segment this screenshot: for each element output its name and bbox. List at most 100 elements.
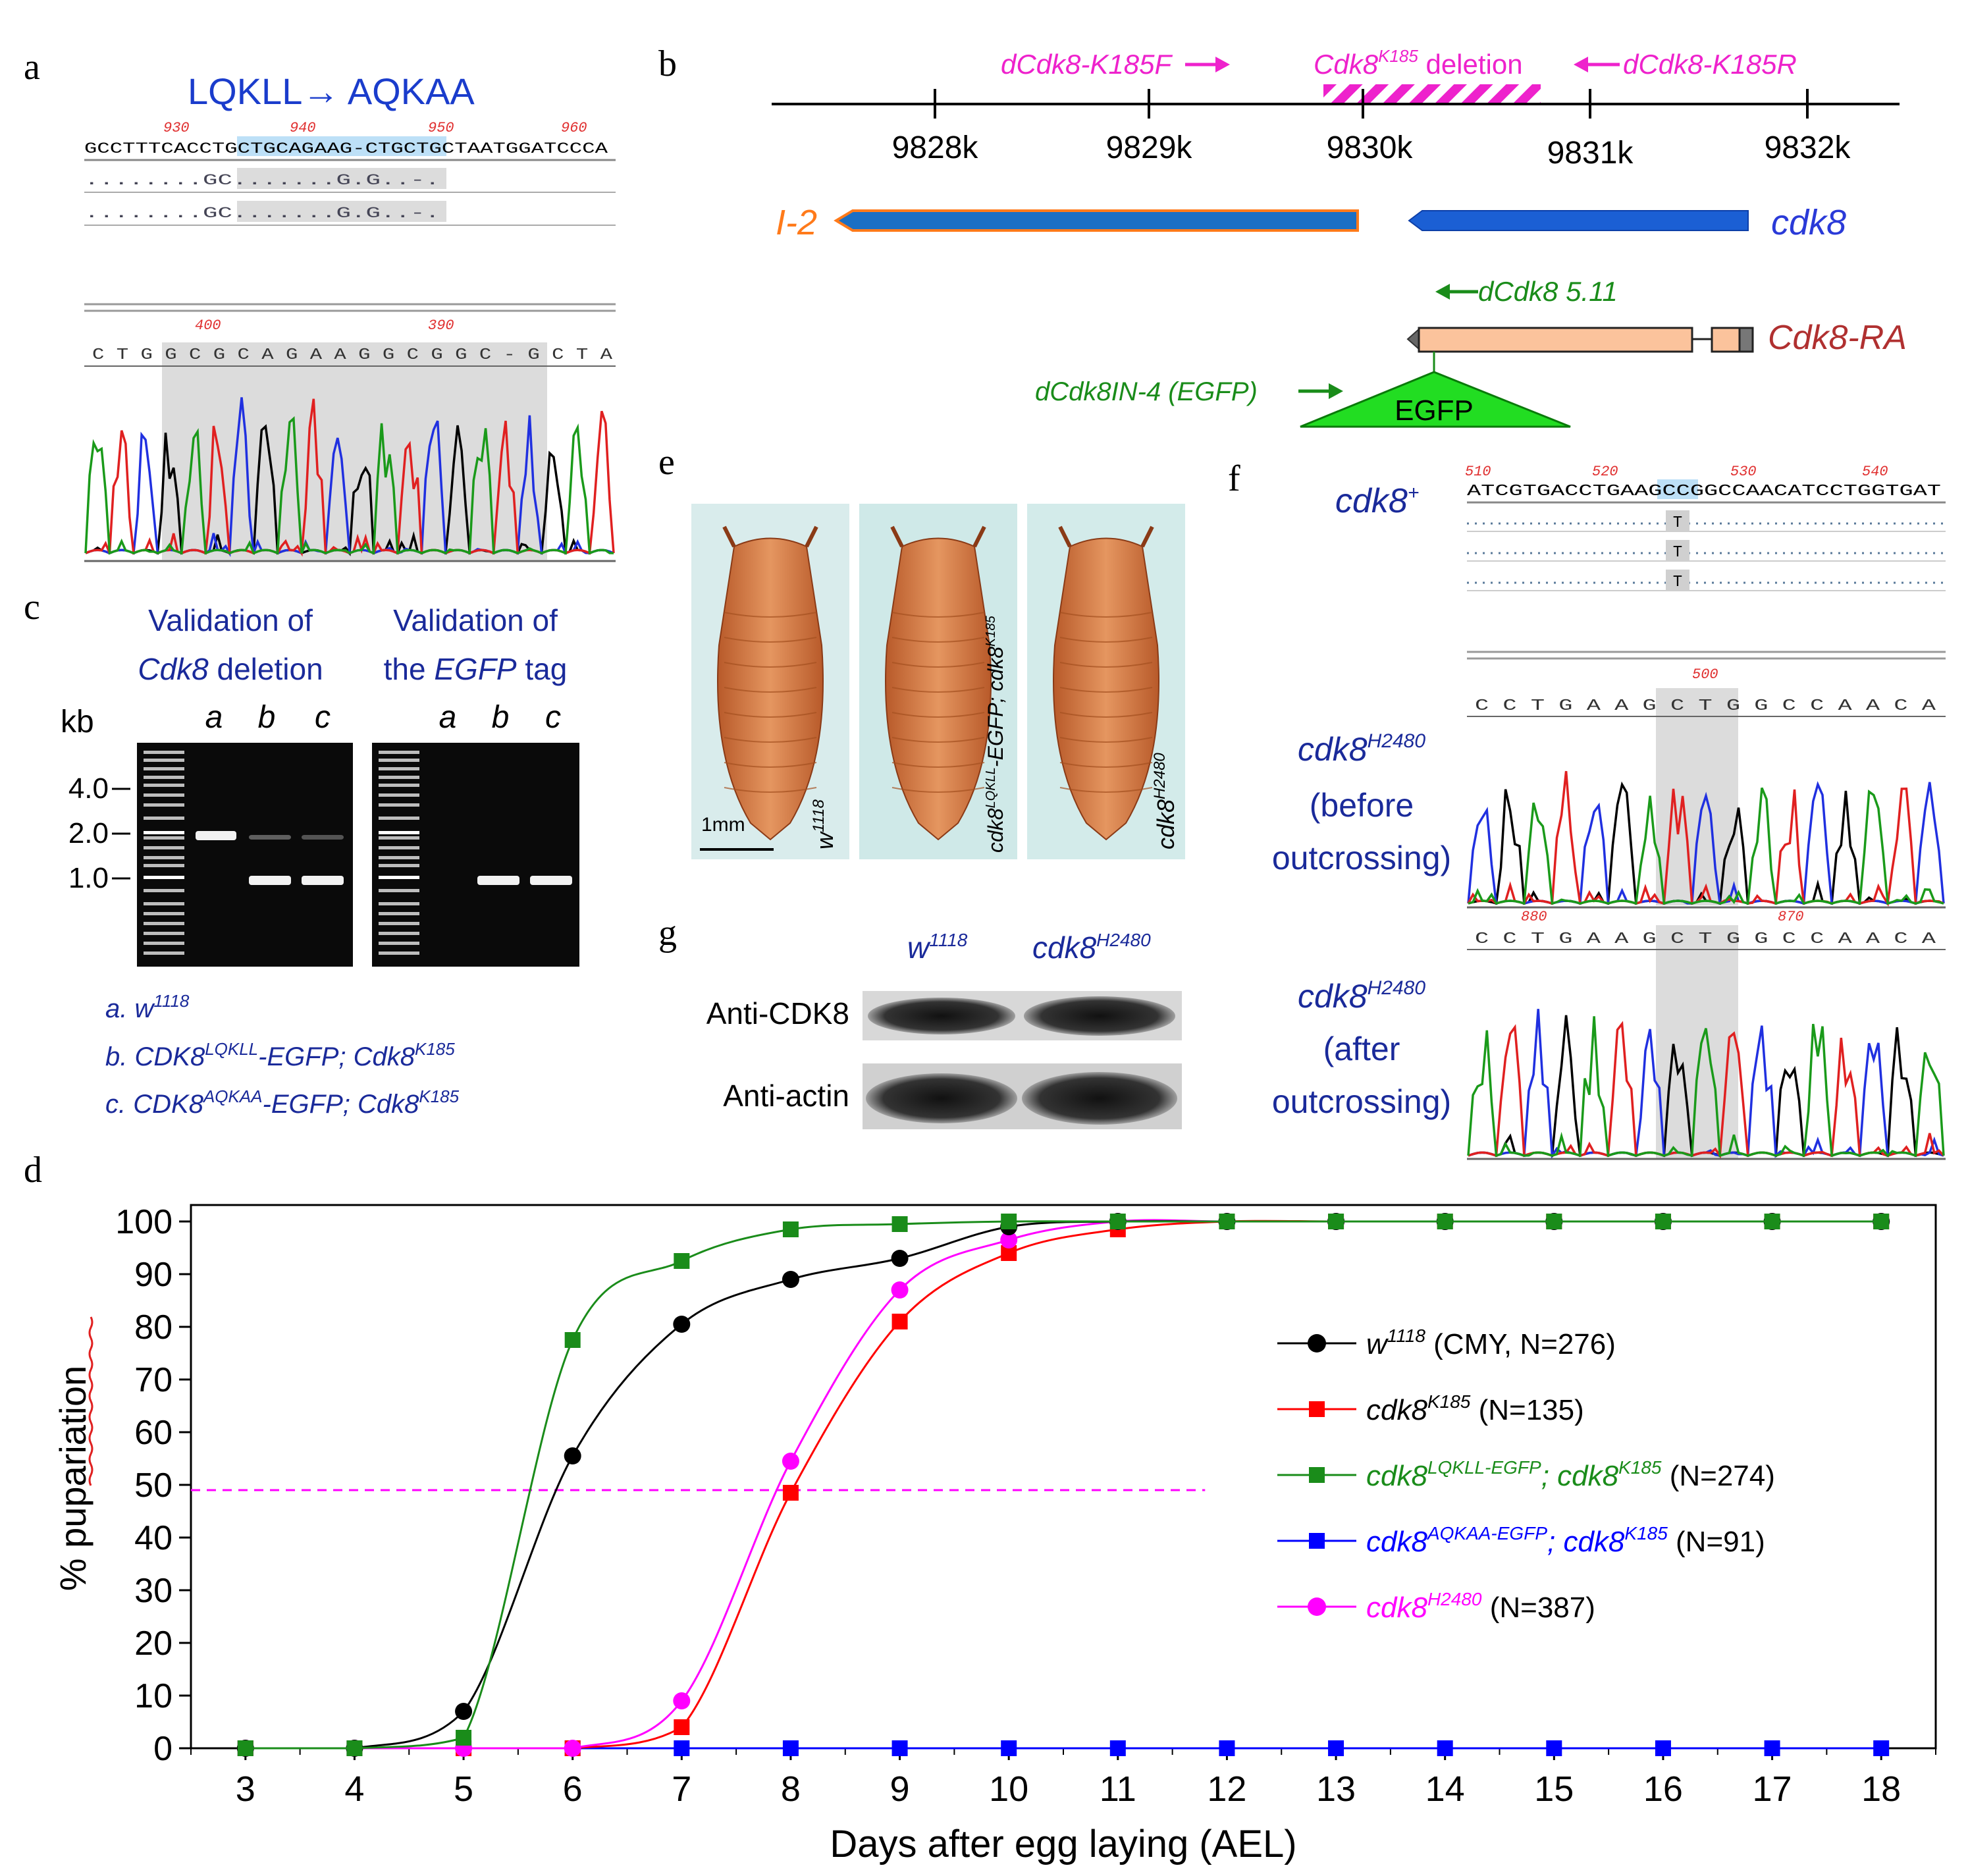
x-tick-label-6: 6	[563, 1769, 583, 1809]
x-tick-label-14: 14	[1425, 1769, 1465, 1809]
marker-2kb: 2.0	[68, 817, 109, 849]
blot-col-w1118: w1118	[907, 930, 968, 965]
ladder-band-left	[144, 876, 184, 879]
pupa-h2480-segment	[1059, 687, 1153, 693]
series-3-point-9	[891, 1740, 908, 1756]
y-tick-label-40: 40	[134, 1519, 173, 1557]
pupa-lqkll-segment	[891, 612, 985, 618]
gel-right-title-1: Validation of	[393, 603, 558, 637]
gene-cdk8-label: cdk8	[1771, 203, 1846, 242]
f-row2-ruler: 500	[1692, 666, 1718, 683]
series-4-point-10	[1000, 1231, 1018, 1248]
lane-a-left: a	[205, 700, 223, 735]
series-0-point-6	[564, 1447, 581, 1464]
f-row3-seq: C C T G A A G C T G G C C A A C A	[1475, 930, 1936, 948]
series-4-point-8	[782, 1453, 799, 1470]
series-3-point-8	[782, 1740, 799, 1756]
ladder-band-right	[379, 864, 419, 867]
gel-right	[372, 743, 579, 967]
y-axis: 0 10 20 30 40 50 60 70 80 90 100	[115, 1203, 191, 1768]
primer-k185r: dCdk8-K185R	[1623, 49, 1797, 80]
ladder-band-right	[379, 776, 419, 779]
series-2-point-14	[1437, 1214, 1453, 1229]
ladder-band-left	[144, 912, 184, 915]
x-tick-label-7: 7	[672, 1769, 691, 1809]
ladder-band-left	[144, 751, 184, 754]
chromatogram-f-before-channel-2	[1467, 770, 1944, 907]
y-tick-label-0: 0	[153, 1730, 173, 1768]
ladder-band-right	[379, 831, 419, 834]
legend-label-2: cdk8LQKLL-EGFP; cdk8K185 (N=274)	[1366, 1457, 1775, 1492]
f-mut-3: T	[1673, 574, 1682, 591]
x-tick-label-11: 11	[1100, 1769, 1136, 1809]
gel-legend-c: c. CDK8AQKAA-EGFP; Cdk8K185	[105, 1086, 460, 1119]
egfp-insert	[1300, 371, 1571, 428]
gel-band-deletion-c	[302, 876, 344, 885]
pupa-lqkll-spiracles	[890, 525, 986, 548]
panel-a: LQKLL→ AQKAA 930 940 950 960 GCCTTTCACCT…	[84, 70, 616, 562]
legend-marker-0	[1308, 1334, 1326, 1353]
series-3-point-18	[1873, 1740, 1890, 1756]
f-row3-note-2: outcrossing)	[1272, 1083, 1451, 1120]
ladder-band-left	[144, 951, 184, 955]
pupa-lqkll-segment	[891, 662, 985, 668]
f-ruler-540: 540	[1862, 464, 1888, 480]
f-row2-note-2: outcrossing)	[1272, 840, 1451, 876]
gel-left-title-1: Validation of	[148, 603, 313, 637]
x-tick-label-4: 4	[344, 1769, 364, 1809]
panel-c: Validation of Cdk8 deletion Validation o…	[61, 603, 579, 1119]
panel-d-chart: 0 10 20 30 40 50 60 70 80 90 100 3 4 5 6 7 8 9 10 11 12 13 14…	[52, 1203, 1937, 1865]
gel-band-deletion-b-faint	[249, 835, 291, 840]
series-2-point-7	[674, 1253, 690, 1269]
pupa-label-h2480: cdk8H2480	[1151, 753, 1179, 849]
x-tick-label-16: 16	[1643, 1769, 1683, 1809]
chromatogram-f-before-channel-3	[1468, 787, 1944, 905]
lane-c-left: c	[315, 700, 331, 735]
panel-e: 1mm w1118 cdk8LQKLL-EGFP; cdk8K185 cdk8H…	[691, 504, 1185, 859]
legend-marker-4	[1308, 1597, 1326, 1616]
f-row3-ruler-870: 870	[1778, 909, 1804, 925]
series-3-point-13	[1328, 1740, 1344, 1756]
series-3-point-14	[1437, 1740, 1453, 1756]
panel-letter-a: a	[24, 47, 40, 88]
x-axis-label: Days after egg laying (AEL)	[830, 1823, 1296, 1865]
gene-cdk8-arrow	[1408, 210, 1749, 231]
panel-letter-b: b	[658, 43, 677, 84]
ladder-band-right	[379, 856, 419, 859]
ladder-band-right	[379, 846, 419, 849]
ladder-band-left	[144, 831, 184, 834]
x-tick-label-3: 3	[236, 1769, 255, 1809]
pupa-w1118-segment	[724, 687, 817, 693]
x-tick-label-9: 9	[890, 1769, 910, 1809]
series-2-point-15	[1546, 1214, 1562, 1229]
series-2-point-4	[346, 1740, 363, 1756]
ladder-band-right	[379, 932, 419, 935]
series-3-point-17	[1764, 1740, 1780, 1756]
chromatogram-a	[84, 397, 615, 558]
series-3-point-7	[674, 1740, 690, 1756]
deletion-region	[1323, 84, 1541, 105]
x-tick-label-17: 17	[1753, 1769, 1792, 1809]
panel-a-mut-row-2: ........GC.......G.G..-.	[84, 205, 440, 222]
blot-band-cdk8-h2480	[1024, 996, 1175, 1036]
blot-band-actin-h2480	[1022, 1072, 1177, 1125]
egfp-label: EGFP	[1395, 394, 1474, 427]
transcript-cdk8-ra-exon	[1418, 327, 1693, 353]
legend-label-0: w1118 (CMY, N=276)	[1366, 1326, 1616, 1360]
pupa-h2480-segment	[1059, 712, 1153, 718]
y-tick-label-60: 60	[134, 1414, 173, 1452]
ladder-band-left	[144, 889, 184, 892]
pupa-w1118-segment	[724, 637, 817, 643]
tick-9832k: 9832k	[1765, 130, 1851, 165]
transcript-label: Cdk8-RA	[1768, 319, 1907, 357]
blot-band-cdk8-w1118	[868, 998, 1015, 1034]
pupa-w1118-spiracles	[722, 525, 818, 548]
ladder-band-left	[144, 942, 184, 945]
ylabel-underline	[88, 1316, 93, 1486]
panel-letter-e: e	[658, 442, 675, 483]
gene-i2-label: I-2	[776, 203, 817, 242]
ladder-band-left	[144, 864, 184, 867]
f-row1-label: cdk8+	[1335, 482, 1419, 520]
gel-legend-b: b. CDK8LQKLL-EGFP; Cdk8K185	[105, 1039, 455, 1071]
